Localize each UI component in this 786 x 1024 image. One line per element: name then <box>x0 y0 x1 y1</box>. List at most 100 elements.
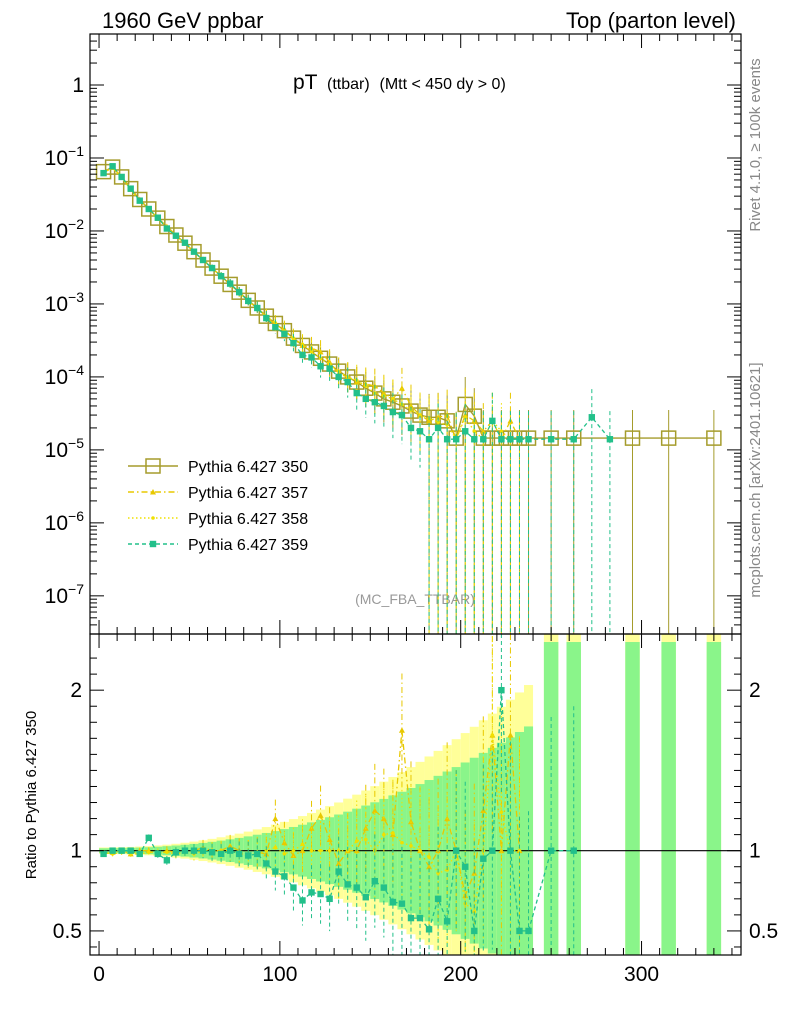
data-point <box>371 399 379 406</box>
data-point <box>131 191 148 208</box>
rivet-label: Rivet 4.1.0, ≥ 100k events <box>747 58 764 231</box>
y-tick-base: 10 <box>45 293 68 316</box>
data-point <box>317 363 324 370</box>
data-point <box>100 169 107 177</box>
mcplots-label: mcplots.cern.ch [arXiv:2401.10621] <box>747 362 764 597</box>
data-point <box>463 415 468 420</box>
ratio-point <box>109 847 116 854</box>
legend-label: Pythia 6.427 350 <box>188 459 308 476</box>
ratio-point <box>418 848 422 853</box>
y-tick-base: 10 <box>45 439 68 462</box>
data-point <box>136 197 143 204</box>
ratio-point <box>400 840 404 845</box>
ratio-point <box>290 884 297 891</box>
data-point <box>150 210 166 226</box>
ratio-y-label-right: 2 <box>749 679 761 702</box>
y-tick-label: 10−5 <box>45 435 85 462</box>
ratio-point <box>462 863 469 870</box>
y-tick-exp: −7 <box>68 581 84 597</box>
ratio-point <box>165 850 169 855</box>
data-point <box>380 390 387 396</box>
ratio-point <box>100 850 107 858</box>
data-point <box>418 413 422 417</box>
series-line-3 <box>103 167 520 441</box>
ratio-point <box>517 848 522 853</box>
data-point <box>335 373 342 381</box>
ratio-point <box>227 842 234 849</box>
series-1 <box>95 159 722 634</box>
data-point <box>624 430 641 446</box>
ratio-bands <box>99 634 722 955</box>
data-point <box>254 304 261 312</box>
data-point <box>435 414 442 420</box>
ratio-point <box>190 847 198 854</box>
data-point <box>299 351 306 359</box>
ratio-point <box>398 727 405 733</box>
legend-marker <box>145 458 161 474</box>
plot-title: pT (ttbar) (Mtt < 450 dy > 0) <box>293 71 506 94</box>
series-4 <box>100 163 614 634</box>
ratio-point <box>490 733 495 737</box>
ratio-point <box>525 927 532 935</box>
series-line-4 <box>103 165 611 441</box>
ratio-point <box>416 914 424 922</box>
ratio-point <box>335 868 342 875</box>
data-point <box>308 354 315 361</box>
header-left: 1960 GeV ppbar <box>102 8 263 33</box>
y-tick-exp: −1 <box>68 143 84 159</box>
y-tick-base: 10 <box>45 366 68 389</box>
ratio-point <box>272 868 279 875</box>
analysis-label: (MC_FBA_TTBAR) <box>355 591 475 607</box>
ratio-point <box>335 860 342 867</box>
data-point <box>606 436 614 443</box>
data-point <box>199 256 207 264</box>
data-point <box>445 423 449 427</box>
ratio-y-label: 1 <box>70 840 82 863</box>
ratio-series-4 <box>100 634 577 955</box>
data-point <box>245 297 252 305</box>
ratio-y-label: 0.5 <box>53 920 82 943</box>
y-tick-label: 10−6 <box>45 508 85 535</box>
data-point <box>95 163 112 180</box>
ratio-point <box>199 847 207 854</box>
data-point <box>163 225 171 232</box>
ratio-band-359 <box>543 642 559 955</box>
ratio-point <box>427 855 431 859</box>
data-point <box>172 232 180 239</box>
ratio-point <box>425 926 433 933</box>
data-point <box>109 163 116 170</box>
axes-group: 10−710−610−510−410−310−210−110.5 0.51 12 20… <box>45 33 778 986</box>
ratio-point <box>547 847 555 854</box>
ratio-point <box>407 914 415 922</box>
ratio-point <box>409 844 413 848</box>
ratio-point <box>363 837 368 842</box>
data-point <box>118 173 125 181</box>
ratio-point <box>353 884 360 891</box>
ratio-band-359 <box>706 642 722 955</box>
ratio-point <box>235 850 243 858</box>
ratio-point <box>118 847 125 854</box>
data-point <box>543 430 559 446</box>
ratio-point <box>326 895 333 903</box>
ratio-frame <box>89 633 742 956</box>
data-point <box>344 378 351 386</box>
ratio-point <box>317 812 324 818</box>
ratio-point <box>172 849 180 856</box>
data-point <box>362 395 369 403</box>
ratio-point <box>272 815 279 822</box>
data-point <box>235 288 243 296</box>
ratio-point <box>516 927 523 935</box>
data-point <box>309 350 314 354</box>
ratio-point <box>507 732 514 738</box>
ratio-point <box>443 918 451 925</box>
ratio-point <box>317 890 324 898</box>
ratio-point <box>436 871 440 875</box>
ratio-point <box>145 834 152 842</box>
y-tick-exp: −6 <box>68 508 84 524</box>
ratio-point <box>154 850 162 858</box>
data-point <box>570 436 577 443</box>
data-point <box>380 402 388 410</box>
ratio-point <box>163 857 171 864</box>
data-point <box>389 408 397 416</box>
